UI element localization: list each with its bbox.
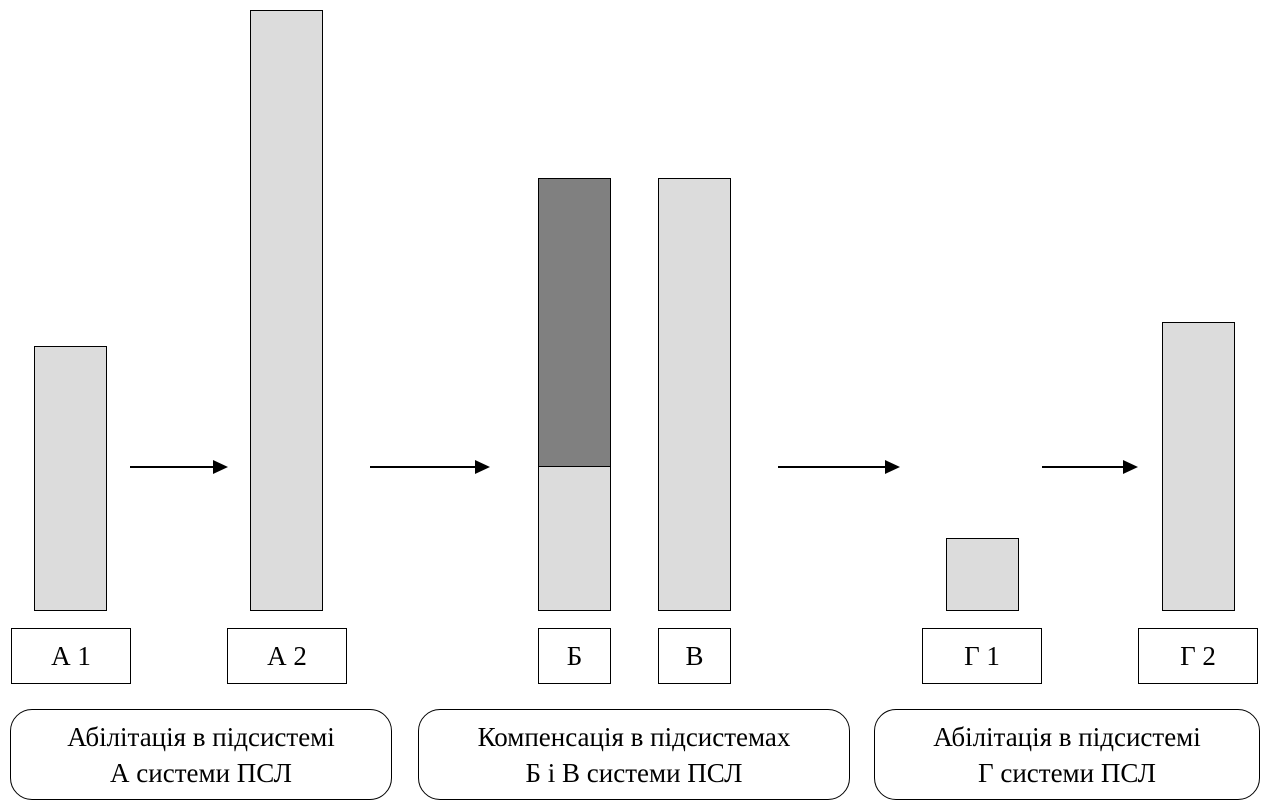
- group-compensation-line1: Компенсація в підсистемах: [477, 721, 791, 752]
- arrow-a1-to-a2: [130, 460, 228, 474]
- bar-g2: [1162, 322, 1235, 611]
- label-g2: Г 2: [1138, 628, 1258, 684]
- bar-b-lower-segment: [538, 466, 611, 611]
- bar-b-upper-segment: [538, 178, 611, 468]
- arrow-v-to-g1: [778, 460, 900, 474]
- bar-a1: [34, 346, 107, 611]
- label-b: Б: [538, 628, 611, 684]
- group-abilitation-g-line1: Абілітація в підсистемі: [933, 721, 1201, 752]
- group-abilitation-g-line2: Г системи ПСЛ: [978, 757, 1156, 788]
- group-abilitation-a-line2: А системи ПСЛ: [110, 757, 292, 788]
- arrow-g1-to-g2: [1042, 460, 1138, 474]
- group-compensation-line2: Б і В системи ПСЛ: [525, 757, 743, 788]
- arrow-a2-to-b: [370, 460, 490, 474]
- label-v: В: [658, 628, 731, 684]
- bar-v: [658, 178, 731, 611]
- bar-a2: [250, 10, 323, 611]
- label-a2: А 2: [227, 628, 347, 684]
- bar-g1: [946, 538, 1019, 611]
- group-compensation-b-v: Компенсація в підсистемах Б і В системи …: [418, 709, 850, 800]
- label-g1: Г 1: [922, 628, 1042, 684]
- group-abilitation-g: Абілітація в підсистемі Г системи ПСЛ: [874, 709, 1260, 800]
- group-abilitation-a-line1: Абілітація в підсистемі: [67, 721, 335, 752]
- label-a1: А 1: [11, 628, 131, 684]
- group-abilitation-a: Абілітація в підсистемі А системи ПСЛ: [10, 709, 392, 800]
